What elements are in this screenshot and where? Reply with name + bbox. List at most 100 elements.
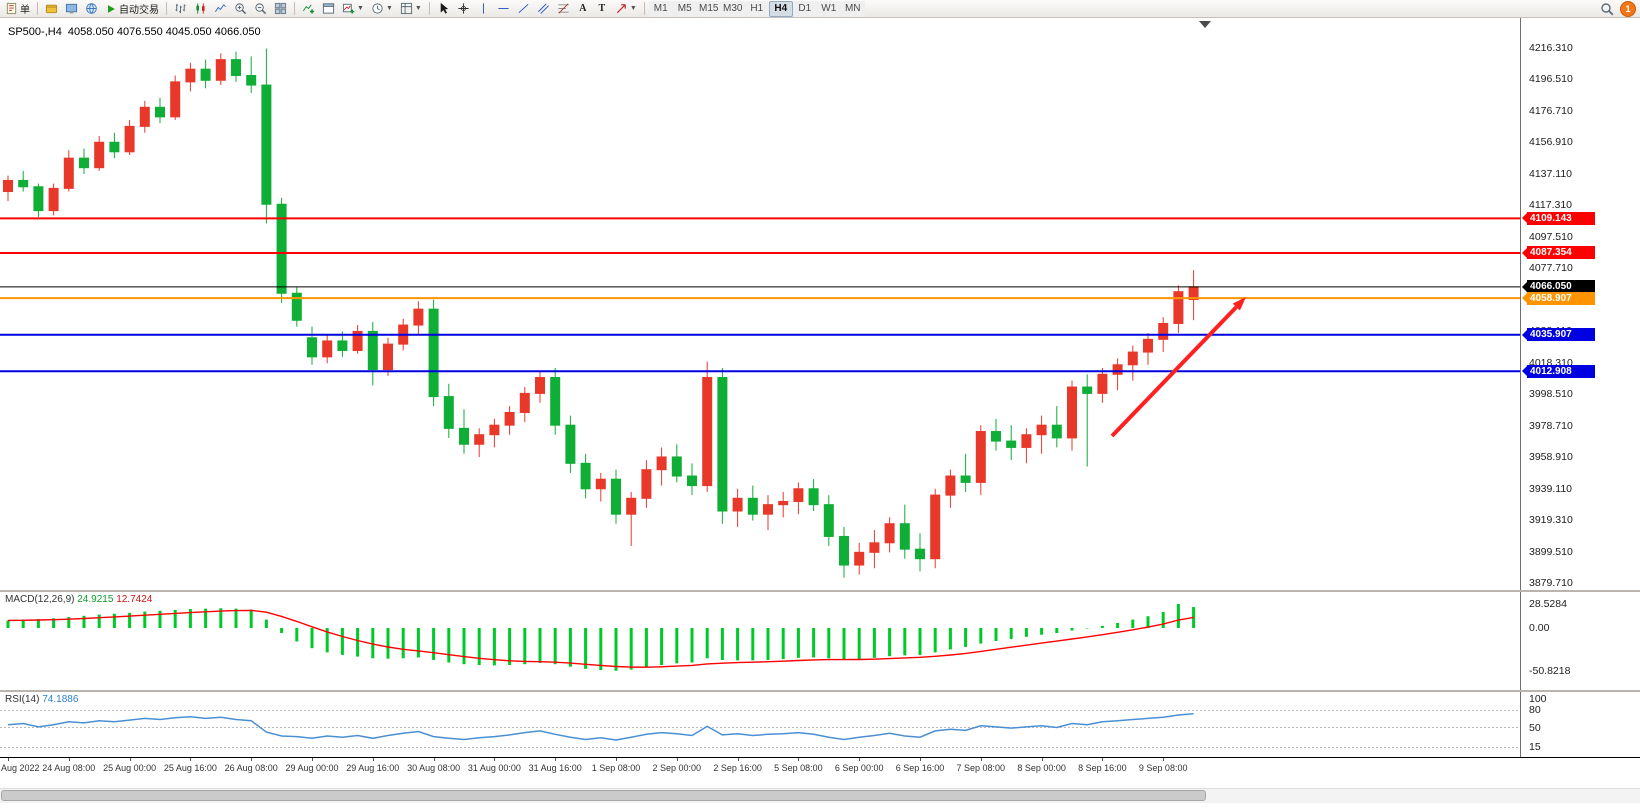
price-axis-label: 4156.910 xyxy=(1529,136,1573,149)
price-axis-label: 4216.310 xyxy=(1529,42,1573,54)
rsi-scale-label: 15 xyxy=(1529,741,1541,754)
time-axis-tick xyxy=(433,758,435,761)
autotrading-button[interactable]: 自动交易 xyxy=(102,1,162,17)
time-axis-label: 6 Sep 00:00 xyxy=(834,763,884,773)
macd-main-value: 24.9215 xyxy=(77,594,114,605)
indicators-button[interactable] xyxy=(299,1,318,17)
main-chart-canvas[interactable] xyxy=(0,18,1520,590)
timeframe-button-m30[interactable]: M30 xyxy=(720,0,745,17)
timeframe-button-m1[interactable]: M1 xyxy=(648,0,673,17)
price-axis-label: 3998.510 xyxy=(1529,388,1573,401)
time-axis[interactable]: Aug 2022 24 Aug 08:00 25 Aug 00:00 25 Aug 1… xyxy=(0,758,1520,779)
cursor-tool-button[interactable] xyxy=(434,1,453,17)
dropdown-caret-icon: ▼ xyxy=(385,5,393,12)
price-line-box: 4012.908 xyxy=(1522,364,1595,378)
macd-scale-label: -50.8218 xyxy=(1529,664,1571,677)
price-box-pointer-icon xyxy=(1522,281,1527,292)
timeframe-button-d1[interactable]: D1 xyxy=(792,0,817,17)
time-axis-label: 31 Aug 16:00 xyxy=(528,763,582,773)
chart-title: SP500-,H4 4058.050 4076.550 4045.050 406… xyxy=(8,26,261,38)
price-box-pointer-icon xyxy=(1522,213,1527,224)
new-chart-icon xyxy=(342,3,355,14)
macd-canvas[interactable] xyxy=(0,592,1520,690)
tile-windows-button[interactable] xyxy=(271,1,290,17)
rsi-scale-label: 80 xyxy=(1529,704,1541,717)
horizontal-line-icon xyxy=(498,8,509,9)
dropdown-caret-icon: ▼ xyxy=(357,5,364,12)
time-axis-label: 24 Aug 08:00 xyxy=(42,763,96,773)
arrows-tool-button[interactable]: ▼ xyxy=(612,1,640,17)
history-center-icon xyxy=(45,4,58,14)
time-axis-tick xyxy=(920,758,921,761)
time-axis-label: 31 Aug 00:00 xyxy=(467,763,521,773)
toolbar: 单 自动交易 xyxy=(0,0,1640,18)
autotrading-label: 自动交易 xyxy=(119,5,159,16)
timeframe-button-w1[interactable]: W1 xyxy=(816,0,841,17)
time-axis-label: 2 Sep 16:00 xyxy=(713,763,762,773)
rsi-scale-label: 50 xyxy=(1529,721,1541,734)
fibonacci-tool-button[interactable] xyxy=(554,1,573,17)
macd-pane[interactable]: MACD(12,26,9) 24.9215 12.7424 xyxy=(0,592,1520,690)
horizontal-line-tool-button[interactable] xyxy=(494,1,513,17)
timeframe-button-m15[interactable]: M15 xyxy=(696,0,721,17)
timeframe-button-mn[interactable]: MN xyxy=(840,0,865,17)
autotrading-play-icon xyxy=(108,4,115,13)
pane-splitter[interactable] xyxy=(0,690,1640,692)
crosshair-tool-button[interactable] xyxy=(454,1,473,17)
zoom-out-button[interactable] xyxy=(251,1,270,17)
rsi-canvas[interactable] xyxy=(0,692,1520,757)
price-line-box: 4035.907 xyxy=(1522,328,1595,342)
main-chart-pane[interactable]: SP500-,H4 4058.050 4076.550 4045.050 406… xyxy=(0,18,1520,590)
new-order-button[interactable]: 单 xyxy=(2,1,33,17)
periods-button[interactable]: ▼ xyxy=(368,1,396,17)
text-tool-button[interactable]: A xyxy=(574,1,592,17)
vertical-line-tool-button[interactable] xyxy=(474,1,493,17)
equidistant-channel-icon xyxy=(537,3,549,14)
label-tool-icon: T xyxy=(598,3,606,14)
data-window-button[interactable] xyxy=(319,1,338,17)
scrollbar-thumb[interactable] xyxy=(1,790,1206,801)
web-globe-button[interactable] xyxy=(82,1,101,17)
time-axis-tick xyxy=(494,758,496,761)
trendline-tool-button[interactable] xyxy=(514,1,533,17)
zoom-in-button[interactable] xyxy=(231,1,250,17)
rsi-pane[interactable]: RSI(14) 74.1886 xyxy=(0,692,1520,757)
new-chart-button[interactable]: ▼ xyxy=(339,1,367,17)
label-tool-button[interactable]: T xyxy=(593,1,611,17)
price-axis[interactable]: 4216.310 4196.510 4176.710 4156.910 4137.110… xyxy=(1520,18,1640,757)
price-line-box: 4066.050 xyxy=(1522,280,1595,294)
dropdown-caret-icon: ▼ xyxy=(629,5,637,12)
timeframe-button-h4[interactable]: H4 xyxy=(768,0,793,17)
candlestick-chart-button[interactable] xyxy=(191,1,210,17)
pane-splitter[interactable] xyxy=(0,590,1640,592)
time-axis-label: 2 Sep 00:00 xyxy=(652,763,702,773)
timeframe-button-h1[interactable]: H1 xyxy=(744,0,769,17)
terminal-window-button[interactable] xyxy=(62,1,81,17)
history-center-button[interactable] xyxy=(42,1,61,17)
time-axis-tick xyxy=(616,758,617,761)
time-axis-label: 26 Aug 08:00 xyxy=(224,763,278,773)
indicators-icon xyxy=(303,4,315,14)
time-axis-tick xyxy=(555,758,557,761)
channel-tool-button[interactable] xyxy=(534,1,553,17)
rsi-value: 74.1886 xyxy=(42,694,79,705)
notification-badge[interactable]: 1 xyxy=(1620,1,1636,17)
bars-chart-button[interactable] xyxy=(171,1,190,17)
new-order-icon xyxy=(6,2,17,15)
search-icon[interactable] xyxy=(1600,2,1614,16)
rsi-label: RSI(14) 74.1886 xyxy=(5,694,78,705)
templates-button[interactable]: ▼ xyxy=(397,1,425,17)
annotation-arrow[interactable] xyxy=(1110,297,1246,438)
line-chart-button[interactable] xyxy=(211,1,230,17)
time-axis-label: 29 Aug 00:00 xyxy=(285,763,339,773)
rsi-line xyxy=(7,712,1194,741)
price-box-pointer-icon xyxy=(1522,366,1527,377)
time-axis-tick xyxy=(980,758,982,761)
price-axis-label: 3958.910 xyxy=(1529,451,1573,464)
time-axis-label: 5 Sep 08:00 xyxy=(774,763,823,773)
zoom-in-icon xyxy=(235,3,247,15)
timeframe-button-m5[interactable]: M5 xyxy=(672,0,697,17)
chart-shift-marker-icon[interactable] xyxy=(1199,21,1211,28)
time-axis-tick xyxy=(1102,758,1104,761)
time-axis-tick xyxy=(798,758,800,761)
